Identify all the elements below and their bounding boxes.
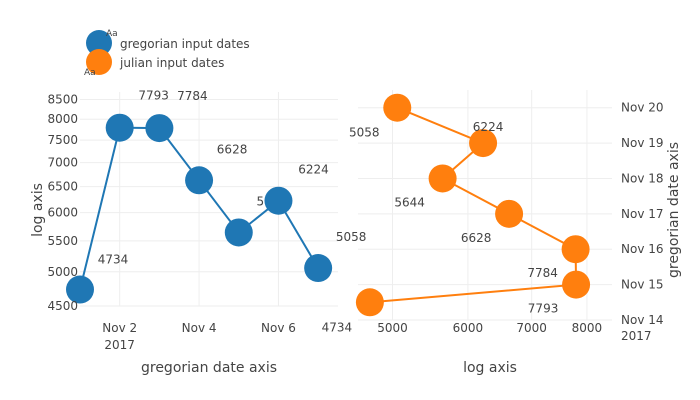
legend-marker-gregorian: [86, 30, 112, 56]
gregorian-point-label: 6628: [217, 142, 248, 156]
right-y-tick-label: Nov 20: [621, 101, 664, 115]
legend-marker-julian: [86, 49, 112, 75]
legend-label-julian: julian input dates: [119, 56, 224, 70]
left-x-tick-label: Nov 4: [182, 321, 217, 335]
right-x-tick-label: 6000: [453, 321, 484, 335]
right-y-axis-title: gregorian date axis: [666, 142, 682, 278]
left-y-tick-label: 8500: [47, 93, 78, 107]
gregorian-point[interactable]: [185, 166, 214, 195]
right-y-tick-label: Nov 16: [621, 242, 664, 256]
julian-point[interactable]: [495, 199, 524, 228]
gregorian-point-label: 6224: [298, 163, 329, 177]
right-x-tick-label: 7000: [516, 321, 547, 335]
left-x-tick-label: Nov 6: [261, 321, 296, 335]
tick-layer: Nov 2 2017 Nov 4 Nov 6 4500 5000 5500 6000 6500 7…: [47, 93, 663, 352]
julian-point-label: 5058: [349, 126, 380, 140]
left-y-axis-title: log axis: [30, 183, 46, 237]
julian-point[interactable]: [561, 235, 590, 264]
left-y-tick-label: 5500: [47, 234, 78, 248]
julian-point[interactable]: [469, 129, 498, 158]
gregorian-point-label: 7793: [138, 89, 169, 103]
julian-point[interactable]: [562, 270, 591, 299]
legend-item-gregorian[interactable]: Aa gregorian input dates: [86, 29, 250, 56]
right-x-tick-label: 8000: [572, 321, 603, 335]
legend-item-julian[interactable]: Aa julian input dates: [84, 49, 224, 78]
right-y-tick-label: Nov 17: [621, 207, 664, 221]
julian-point-label: 6224: [473, 120, 504, 134]
julian-point-label: 4734: [322, 320, 353, 334]
legend-marker-text-gregorian: Aa: [106, 29, 118, 39]
left-y-tick-label: 7500: [47, 133, 78, 147]
gregorian-point[interactable]: [66, 275, 94, 304]
legend[interactable]: Aa gregorian input dates Aa julian input…: [84, 29, 250, 78]
right-y-tick-label: Nov 14: [621, 313, 664, 327]
right-x-axis-title: log axis: [463, 360, 517, 376]
gregorian-point[interactable]: [105, 113, 134, 142]
gregorian-point[interactable]: [304, 254, 333, 283]
gregorian-point-label: 4734: [98, 253, 129, 267]
right-y-tick-label: Nov 19: [621, 136, 664, 150]
left-y-tick-label: 5000: [47, 265, 78, 279]
left-y-tick-label: 6000: [47, 206, 78, 220]
julian-point[interactable]: [383, 93, 412, 122]
series-layer: 4734 7793 7784 6628 5644 6224 5058 4734 7793 7784…: [66, 89, 591, 334]
left-y-tick-label: 4500: [47, 299, 78, 313]
legend-label-gregorian: gregorian input dates: [120, 37, 250, 51]
julian-point[interactable]: [428, 164, 457, 193]
gregorian-point[interactable]: [224, 218, 253, 247]
gregorian-point[interactable]: [145, 114, 174, 143]
julian-point-label: 7784: [527, 266, 558, 280]
right-y-tick-label: Nov 18: [621, 171, 664, 185]
julian-point-label: 6628: [461, 231, 492, 245]
legend-marker-text-julian: Aa: [84, 68, 96, 78]
left-x-tick-sublabel: 2017: [104, 338, 135, 352]
julian-point[interactable]: [355, 288, 384, 317]
gregorian-point[interactable]: [264, 186, 293, 215]
gregorian-point-label: 5058: [336, 230, 367, 244]
right-y-tick-sublabel: 2017: [621, 329, 652, 343]
julian-point-label: 7793: [528, 302, 559, 316]
right-y-tick-label: Nov 15: [621, 278, 664, 292]
gregorian-point-label: 7784: [177, 89, 208, 103]
right-x-tick-label: 5000: [377, 321, 408, 335]
left-y-tick-label: 6500: [47, 180, 78, 194]
left-y-tick-label: 7000: [47, 156, 78, 170]
left-x-tick-label: Nov 2: [102, 321, 137, 335]
julian-point-label: 5644: [394, 195, 425, 209]
left-y-tick-label: 8000: [47, 112, 78, 126]
left-x-axis-title: gregorian date axis: [141, 360, 277, 376]
